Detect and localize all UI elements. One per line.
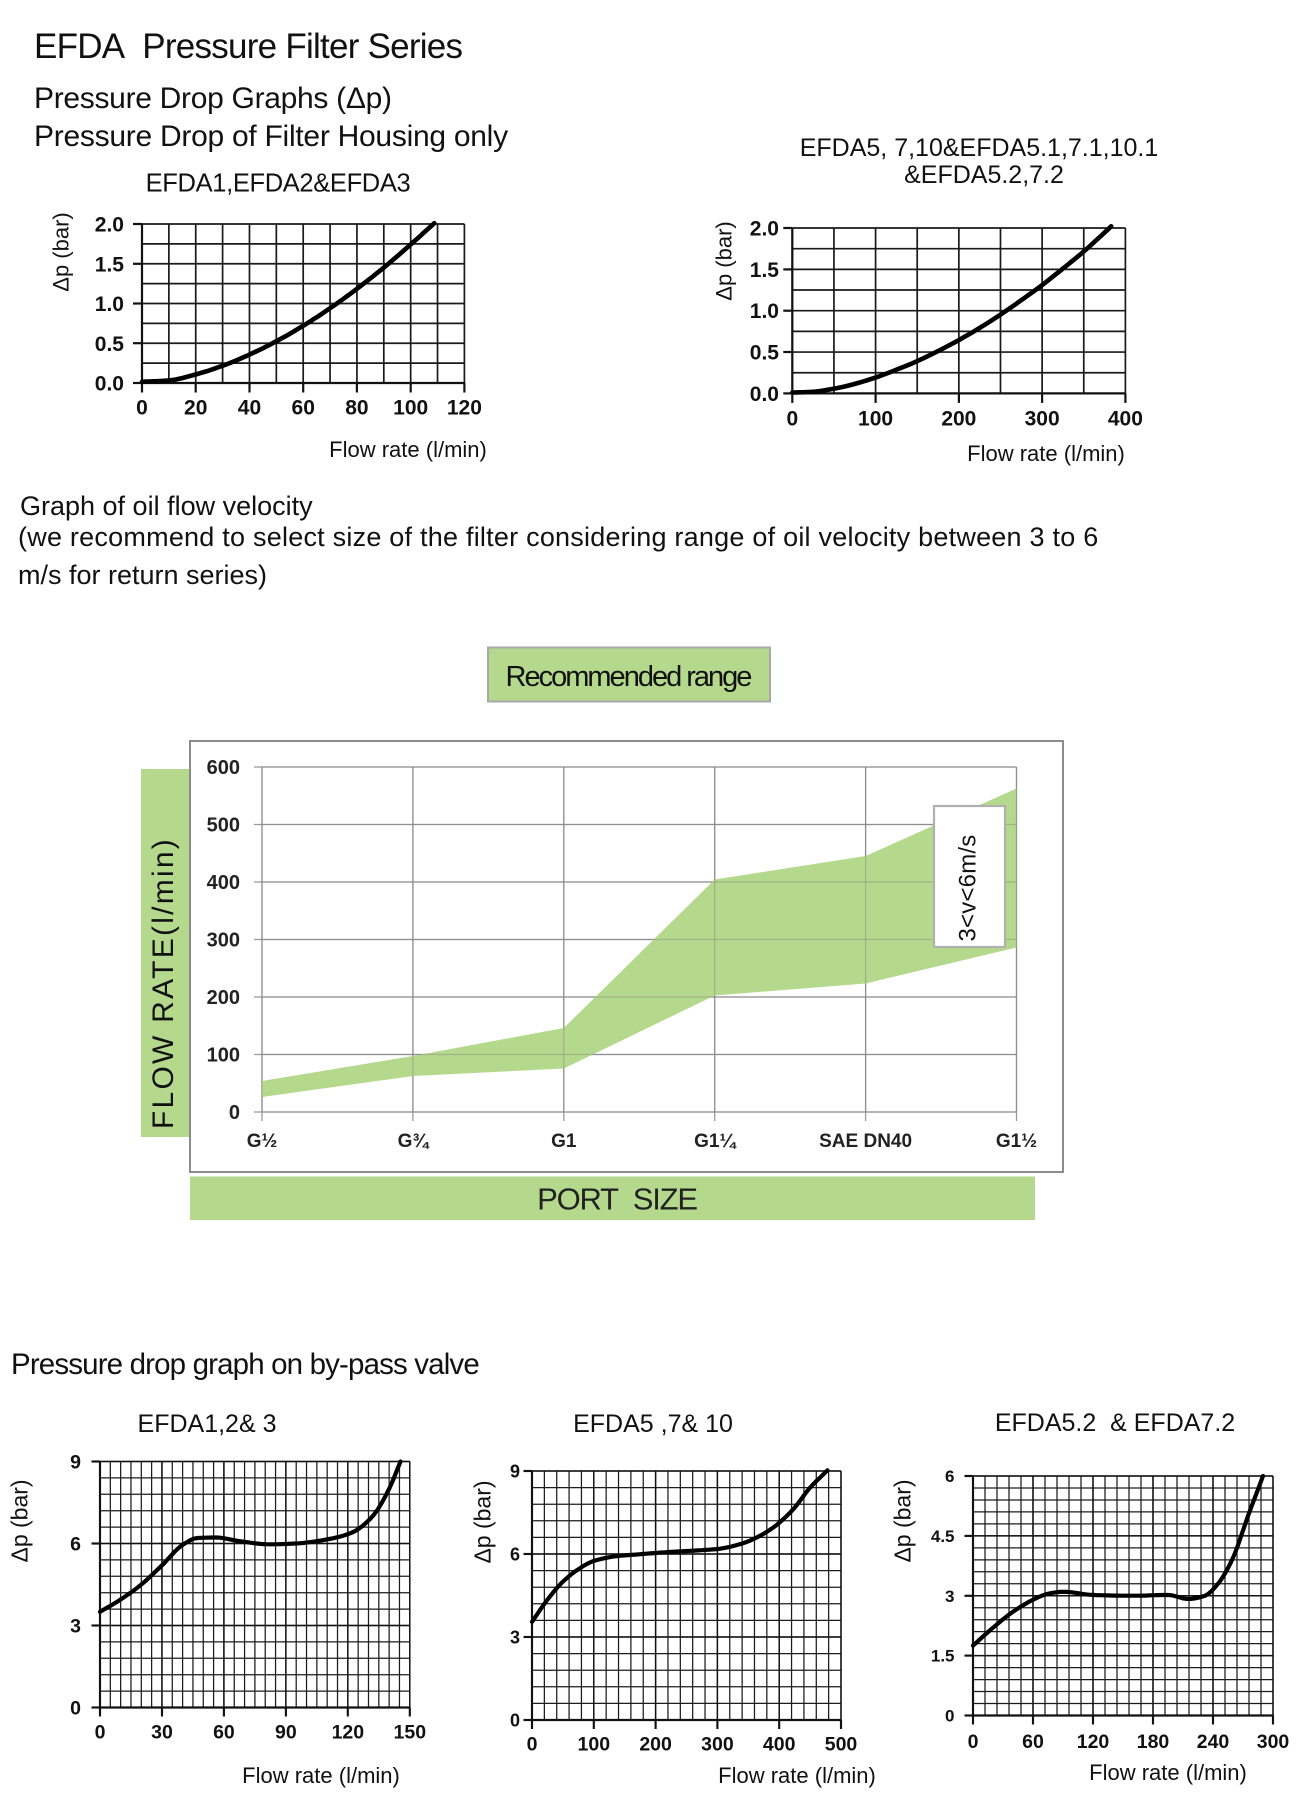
svg-text:9: 9	[70, 1452, 81, 1474]
svg-text:300: 300	[1257, 1731, 1290, 1753]
svg-text:1.5: 1.5	[95, 253, 125, 276]
svg-text:100: 100	[393, 397, 428, 420]
svg-text:Δp (bar): Δp (bar)	[712, 221, 737, 301]
svg-text:6: 6	[70, 1534, 81, 1556]
svg-text:120: 120	[447, 397, 482, 420]
svg-text:3: 3	[510, 1628, 520, 1648]
svg-text:Δp (bar): Δp (bar)	[470, 1480, 496, 1563]
svg-text:60: 60	[213, 1722, 235, 1744]
svg-text:Pressure Drop of Filter Housin: Pressure Drop of Filter Housing only	[34, 120, 508, 153]
svg-text:Flow rate (l/min): Flow rate (l/min)	[329, 437, 487, 462]
svg-text:100: 100	[207, 1045, 240, 1067]
svg-text:3: 3	[945, 1587, 954, 1606]
svg-text:(we recommend to select size o: (we recommend to select size of the filt…	[18, 522, 1098, 552]
svg-text:500: 500	[207, 815, 240, 837]
svg-text:100: 100	[578, 1734, 611, 1756]
svg-text:500: 500	[825, 1734, 858, 1756]
svg-text:G¾: G¾	[398, 1131, 431, 1152]
svg-text:3: 3	[70, 1616, 81, 1638]
svg-text:150: 150	[394, 1722, 427, 1744]
svg-text:200: 200	[207, 987, 240, 1009]
svg-text:2.0: 2.0	[750, 218, 779, 241]
svg-text:Graph of oil flow velocity: Graph of oil flow velocity	[20, 491, 313, 521]
svg-text:400: 400	[763, 1734, 796, 1756]
svg-text:600: 600	[207, 757, 240, 779]
svg-text:Flow rate (l/min): Flow rate (l/min)	[242, 1763, 400, 1788]
svg-text:30: 30	[151, 1722, 173, 1744]
svg-text:240: 240	[1197, 1731, 1230, 1753]
svg-text:SAE DN40: SAE DN40	[819, 1131, 912, 1152]
svg-text:120: 120	[1077, 1731, 1110, 1753]
svg-text:EFDA5.2 & EFDA7.2: EFDA5.2 & EFDA7.2	[995, 1409, 1235, 1437]
svg-text:Δp (bar): Δp (bar)	[7, 1479, 33, 1562]
svg-text:0.0: 0.0	[95, 373, 124, 396]
svg-text:120: 120	[332, 1722, 365, 1744]
svg-text:EFDA1,2& 3: EFDA1,2& 3	[138, 1410, 277, 1438]
svg-text:0: 0	[510, 1711, 520, 1731]
svg-text:0: 0	[527, 1734, 538, 1756]
svg-text:3<v<6m/s: 3<v<6m/s	[955, 835, 982, 942]
svg-text:0: 0	[70, 1698, 81, 1720]
svg-text:m/s for return series): m/s for return series)	[18, 560, 267, 590]
svg-text:0.5: 0.5	[95, 333, 125, 356]
svg-text:1.0: 1.0	[750, 300, 779, 323]
svg-text:400: 400	[1108, 408, 1143, 431]
svg-text:G1: G1	[551, 1131, 577, 1152]
svg-text:0: 0	[968, 1731, 979, 1753]
svg-text:0: 0	[786, 408, 798, 431]
svg-text:6: 6	[945, 1467, 954, 1486]
svg-text:Flow rate (l/min): Flow rate (l/min)	[718, 1763, 876, 1788]
svg-text:300: 300	[207, 930, 240, 952]
svg-text:2.0: 2.0	[95, 214, 124, 237]
svg-text:300: 300	[1025, 408, 1060, 431]
svg-text:0.0: 0.0	[750, 383, 779, 406]
svg-text:0.5: 0.5	[750, 342, 780, 365]
svg-text:EFDA Pressure Filter Series: EFDA Pressure Filter Series	[34, 27, 463, 66]
svg-text:G½: G½	[247, 1131, 278, 1152]
svg-text:EFDA5, 7,10&EFDA5.1,7.1,10.1: EFDA5, 7,10&EFDA5.1,7.1,10.1	[800, 134, 1159, 162]
svg-text:0: 0	[95, 1722, 106, 1744]
svg-text:1.5: 1.5	[931, 1647, 955, 1666]
svg-text:9: 9	[510, 1462, 520, 1482]
svg-text:60: 60	[292, 397, 315, 420]
svg-text:200: 200	[639, 1734, 672, 1756]
svg-text:80: 80	[345, 397, 368, 420]
svg-text:EFDA5 ,7& 10: EFDA5 ,7& 10	[573, 1410, 733, 1438]
svg-text:0: 0	[229, 1102, 240, 1124]
svg-text:90: 90	[275, 1722, 297, 1744]
svg-text:300: 300	[701, 1734, 734, 1756]
svg-text:&EFDA5.2,7.2: &EFDA5.2,7.2	[904, 161, 1064, 189]
svg-text:PORT SIZE: PORT SIZE	[537, 1182, 697, 1217]
svg-text:Δp (bar): Δp (bar)	[890, 1479, 916, 1562]
svg-text:Pressure Drop Graphs (Δp): Pressure Drop Graphs (Δp)	[34, 82, 392, 115]
svg-text:1.0: 1.0	[95, 293, 124, 316]
svg-text:100: 100	[858, 408, 893, 431]
svg-text:FLOW RATE(l/min): FLOW RATE(l/min)	[147, 837, 180, 1129]
svg-text:G1¼: G1¼	[694, 1131, 737, 1152]
svg-text:200: 200	[941, 408, 976, 431]
svg-text:Flow rate (l/min): Flow rate (l/min)	[967, 441, 1125, 466]
svg-text:0: 0	[136, 397, 148, 420]
svg-text:400: 400	[207, 872, 240, 894]
svg-text:Δp (bar): Δp (bar)	[49, 212, 74, 292]
svg-text:EFDA1,EFDA2&EFDA3: EFDA1,EFDA2&EFDA3	[146, 170, 411, 198]
svg-text:6: 6	[510, 1545, 520, 1565]
svg-text:60: 60	[1022, 1731, 1044, 1753]
svg-text:4.5: 4.5	[931, 1527, 955, 1546]
svg-text:40: 40	[238, 397, 261, 420]
svg-text:1.5: 1.5	[750, 259, 780, 282]
svg-text:Pressure drop graph on by-pass: Pressure drop graph on by-pass valve	[11, 1348, 479, 1381]
svg-text:G1½: G1½	[996, 1131, 1037, 1152]
svg-text:Recommended range: Recommended range	[506, 661, 752, 693]
svg-text:Flow rate (l/min): Flow rate (l/min)	[1089, 1760, 1247, 1785]
svg-text:20: 20	[184, 397, 207, 420]
svg-text:180: 180	[1137, 1731, 1170, 1753]
svg-text:0: 0	[945, 1707, 954, 1726]
